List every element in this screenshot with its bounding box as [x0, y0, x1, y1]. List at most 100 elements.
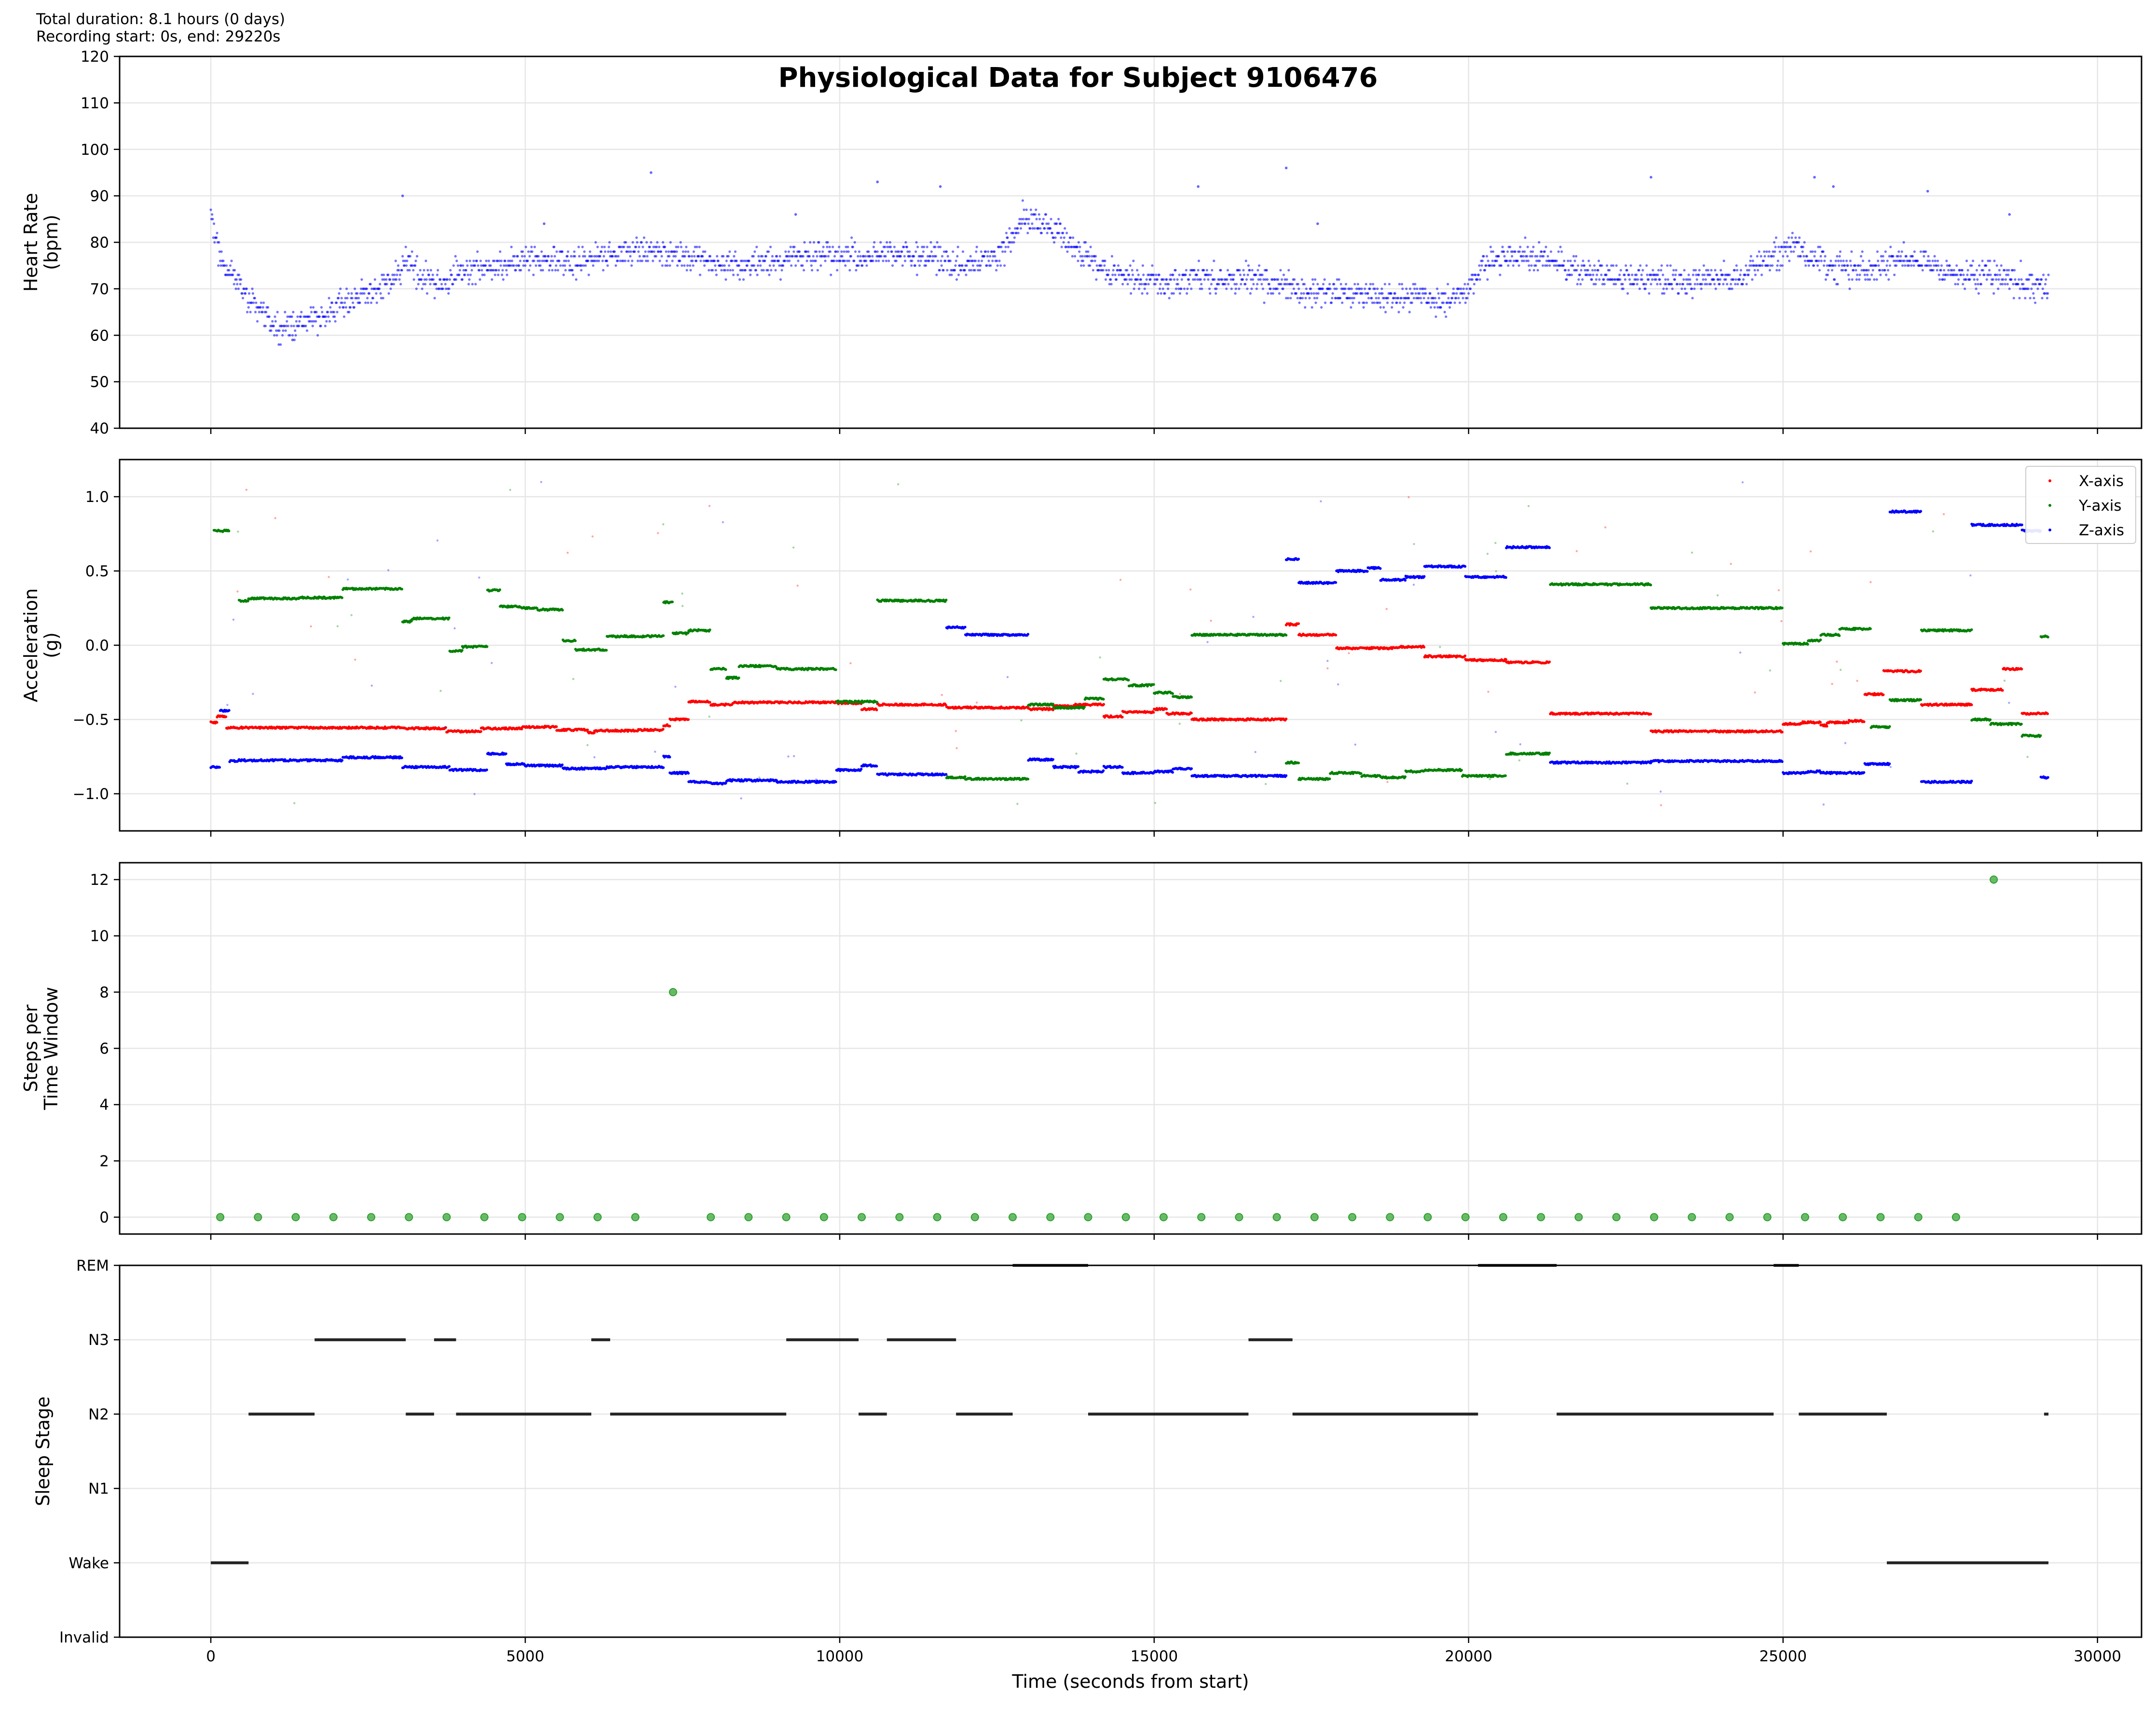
hr-point — [423, 278, 426, 281]
hr-point — [1258, 264, 1261, 267]
hr-point — [1989, 259, 1992, 262]
hr-point — [1138, 283, 1141, 285]
hr-point — [2010, 278, 2013, 281]
hr-point — [1337, 278, 1340, 281]
hr-point — [1402, 306, 1405, 309]
hr-point — [213, 241, 216, 244]
hr-point — [1380, 287, 1383, 290]
hr-point — [334, 320, 337, 323]
hr-point — [274, 320, 277, 323]
hr-point — [2000, 264, 2003, 267]
hr-point — [1298, 301, 1301, 304]
hr-point — [370, 287, 373, 290]
hr-point — [1186, 292, 1188, 295]
hr-point — [1807, 264, 1810, 267]
hr-point — [1761, 264, 1764, 267]
hr-point — [1006, 236, 1009, 239]
hr-point — [1522, 255, 1525, 258]
hr-point — [577, 245, 580, 248]
hr-point — [1107, 273, 1110, 276]
hr-point — [1702, 264, 1706, 267]
hr-point — [592, 264, 595, 267]
hr-point — [687, 250, 690, 253]
hr-point — [1742, 278, 1745, 281]
hr-point — [1411, 292, 1414, 295]
hr-point — [1219, 269, 1222, 271]
hr-point — [760, 269, 763, 271]
hr-point — [1641, 278, 1644, 281]
hr-point — [1197, 269, 1200, 271]
hr-point — [548, 269, 551, 271]
hr-point — [1978, 264, 1981, 267]
hr-point — [1308, 292, 1310, 295]
hr-point — [625, 241, 628, 244]
hr-point — [1603, 283, 1606, 285]
hr-point — [619, 259, 622, 262]
hr-point — [504, 259, 506, 262]
hr-point — [1317, 292, 1320, 295]
hr-point — [780, 269, 783, 271]
hr-point — [242, 297, 245, 299]
hr-point — [1401, 283, 1404, 285]
hr-point — [401, 255, 404, 258]
hr-point — [2017, 283, 2020, 285]
hr-point — [1703, 273, 1706, 276]
y-tick-label: 70 — [90, 281, 109, 298]
hr-point — [1794, 245, 1797, 248]
hr-point — [824, 255, 827, 258]
hr-point — [2004, 278, 2007, 281]
hr-point — [1439, 306, 1443, 309]
hr-point — [634, 245, 638, 248]
hr-point — [2024, 297, 2027, 299]
hr-point — [1789, 245, 1792, 248]
hr-point — [1811, 250, 1814, 253]
hr-point — [292, 325, 295, 327]
hr-point — [865, 264, 868, 267]
hr-point — [715, 273, 718, 276]
hr-point — [2045, 278, 2047, 281]
hr-point — [1756, 255, 1759, 258]
hr-point — [604, 250, 607, 253]
hr-point — [286, 315, 289, 318]
hr-outlier — [649, 171, 653, 174]
hr-point — [1873, 278, 1876, 281]
hr-point — [1712, 278, 1715, 281]
x-axis-point — [1826, 725, 1829, 728]
hr-point — [1335, 287, 1338, 290]
hr-point — [1263, 301, 1266, 304]
hr-point — [1781, 264, 1784, 267]
hr-point — [1473, 283, 1476, 285]
hr-point — [1871, 269, 1874, 271]
hr-point — [728, 250, 731, 253]
hr-point — [1985, 264, 1988, 267]
hr-point — [570, 255, 573, 258]
hr-point — [1422, 297, 1425, 299]
hr-point — [1783, 241, 1786, 244]
hr-point — [769, 245, 772, 248]
hr-point — [1526, 245, 1529, 248]
hr-point — [557, 269, 559, 271]
hr-point — [1479, 269, 1482, 271]
hr-point — [218, 250, 221, 253]
hr-point — [1867, 269, 1870, 271]
hr-point — [727, 255, 730, 258]
hr-point — [1567, 259, 1569, 262]
hr-point — [1901, 264, 1904, 267]
hr-point — [1709, 283, 1712, 285]
hr-point — [1511, 255, 1514, 258]
hr-point — [1311, 278, 1314, 281]
hr-point — [925, 259, 928, 262]
hr-point — [1408, 311, 1411, 313]
hr-point — [468, 259, 471, 262]
hr-point — [387, 273, 390, 276]
hr-point — [1322, 283, 1325, 285]
hr-point — [1916, 259, 1919, 262]
hr-point — [391, 283, 394, 285]
hr-point — [895, 259, 898, 262]
hr-point — [1031, 222, 1034, 225]
hr-point — [448, 287, 450, 290]
hr-point — [698, 245, 701, 248]
hr-point — [215, 236, 218, 239]
hr-point — [901, 250, 903, 253]
hr-point — [1000, 245, 1003, 248]
